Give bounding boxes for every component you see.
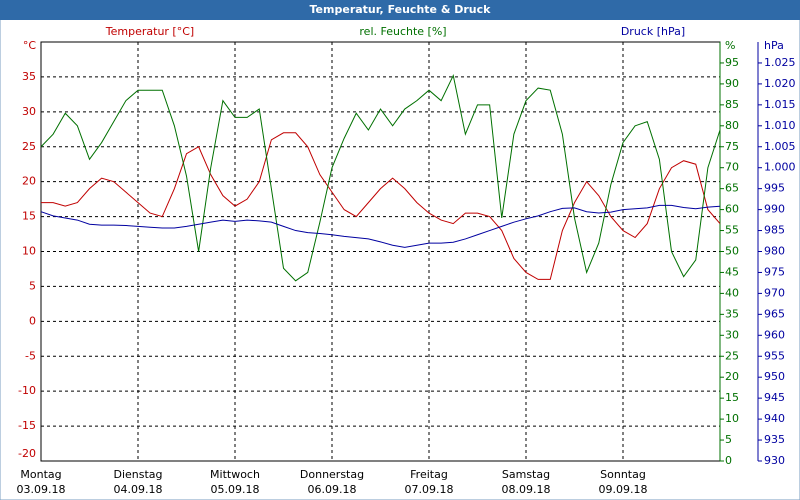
y-tick-label: -10 <box>18 384 36 397</box>
y3-tick-label: 935 <box>764 433 785 446</box>
y2-tick-label: 55 <box>725 224 739 237</box>
y-tick-label: 0 <box>29 314 36 327</box>
y3-unit: hPa <box>764 39 784 52</box>
legend-entry: rel. Feuchte [%] <box>359 25 446 38</box>
x-tick-label: Dienstag <box>113 468 162 481</box>
y-tick-label: 15 <box>22 210 36 223</box>
y-tick-label: 35 <box>22 70 36 83</box>
y3-tick-label: 1.020 <box>764 77 796 90</box>
y3-tick-label: 940 <box>764 412 785 425</box>
y3-tick-label: 970 <box>764 286 785 299</box>
x-tick-label: Montag <box>20 468 61 481</box>
y-tick-label: -20 <box>18 447 36 460</box>
y3-tick-label: 955 <box>764 349 785 362</box>
legend-entry: Druck [hPa] <box>621 25 685 38</box>
y3-tick-label: 975 <box>764 265 785 278</box>
x-tick-date: 09.09.18 <box>599 483 648 496</box>
x-tick-date: 03.09.18 <box>17 483 66 496</box>
title-bar <box>0 0 800 20</box>
y2-tick-label: 5 <box>725 433 732 446</box>
chart-title: Temperatur, Feuchte & Druck <box>310 3 492 16</box>
y2-tick-label: 70 <box>725 161 739 174</box>
x-tick-date: 05.09.18 <box>211 483 260 496</box>
y3-tick-label: 1.010 <box>764 119 796 132</box>
y2-tick-label: 80 <box>725 119 739 132</box>
y3-tick-label: 965 <box>764 307 785 320</box>
x-tick-label: Sonntag <box>600 468 646 481</box>
x-tick-date: 06.09.18 <box>308 483 357 496</box>
y2-tick-label: 45 <box>725 265 739 278</box>
y3-tick-label: 990 <box>764 203 785 216</box>
y2-tick-label: 60 <box>725 203 739 216</box>
y3-tick-label: 980 <box>764 245 785 258</box>
y3-tick-label: 945 <box>764 391 785 404</box>
x-tick-label: Mittwoch <box>210 468 260 481</box>
y2-tick-label: 85 <box>725 98 739 111</box>
series-line <box>40 73 721 282</box>
y2-tick-label: 20 <box>725 370 739 383</box>
x-tick-label: Samstag <box>502 468 550 481</box>
y-tick-label: 10 <box>22 245 36 258</box>
y2-unit: % <box>725 39 735 52</box>
y2-tick-label: 25 <box>725 349 739 362</box>
y3-tick-label: 1.005 <box>764 140 796 153</box>
y2-tick-label: 90 <box>725 77 739 90</box>
y-tick-label: 30 <box>22 105 36 118</box>
y-tick-label: 25 <box>22 140 36 153</box>
y-tick-label: -15 <box>18 419 36 432</box>
y3-tick-label: 1.015 <box>764 98 796 111</box>
y3-tick-label: 995 <box>764 182 785 195</box>
y2-tick-label: 0 <box>725 454 732 467</box>
y2-tick-label: 75 <box>725 140 739 153</box>
series-line <box>41 132 721 280</box>
y-tick-label: 20 <box>22 175 36 188</box>
x-tick-label: Freitag <box>410 468 448 481</box>
y-unit: °C <box>23 39 37 52</box>
y2-tick-label: 10 <box>725 412 739 425</box>
y2-tick-label: 50 <box>725 245 739 258</box>
y3-tick-label: 1.025 <box>764 56 796 69</box>
x-tick-date: 04.09.18 <box>114 483 163 496</box>
y3-tick-label: 985 <box>764 224 785 237</box>
y3-tick-label: 930 <box>764 454 785 467</box>
y3-tick-label: 960 <box>764 328 785 341</box>
y2-tick-label: 15 <box>725 391 739 404</box>
series-line <box>40 204 721 248</box>
y-tick-label: -5 <box>25 349 36 362</box>
y3-tick-label: 1.000 <box>764 161 796 174</box>
y-tick-label: 5 <box>29 279 36 292</box>
x-tick-date: 08.09.18 <box>502 483 551 496</box>
y2-tick-label: 65 <box>725 182 739 195</box>
y3-tick-label: 950 <box>764 370 785 383</box>
y2-tick-label: 95 <box>725 56 739 69</box>
y2-tick-label: 40 <box>725 286 739 299</box>
y2-tick-label: 35 <box>725 307 739 320</box>
legend-entry: Temperatur [°C] <box>105 25 194 38</box>
y2-tick-label: 30 <box>725 328 739 341</box>
x-tick-date: 07.09.18 <box>405 483 454 496</box>
x-tick-label: Donnerstag <box>300 468 364 481</box>
